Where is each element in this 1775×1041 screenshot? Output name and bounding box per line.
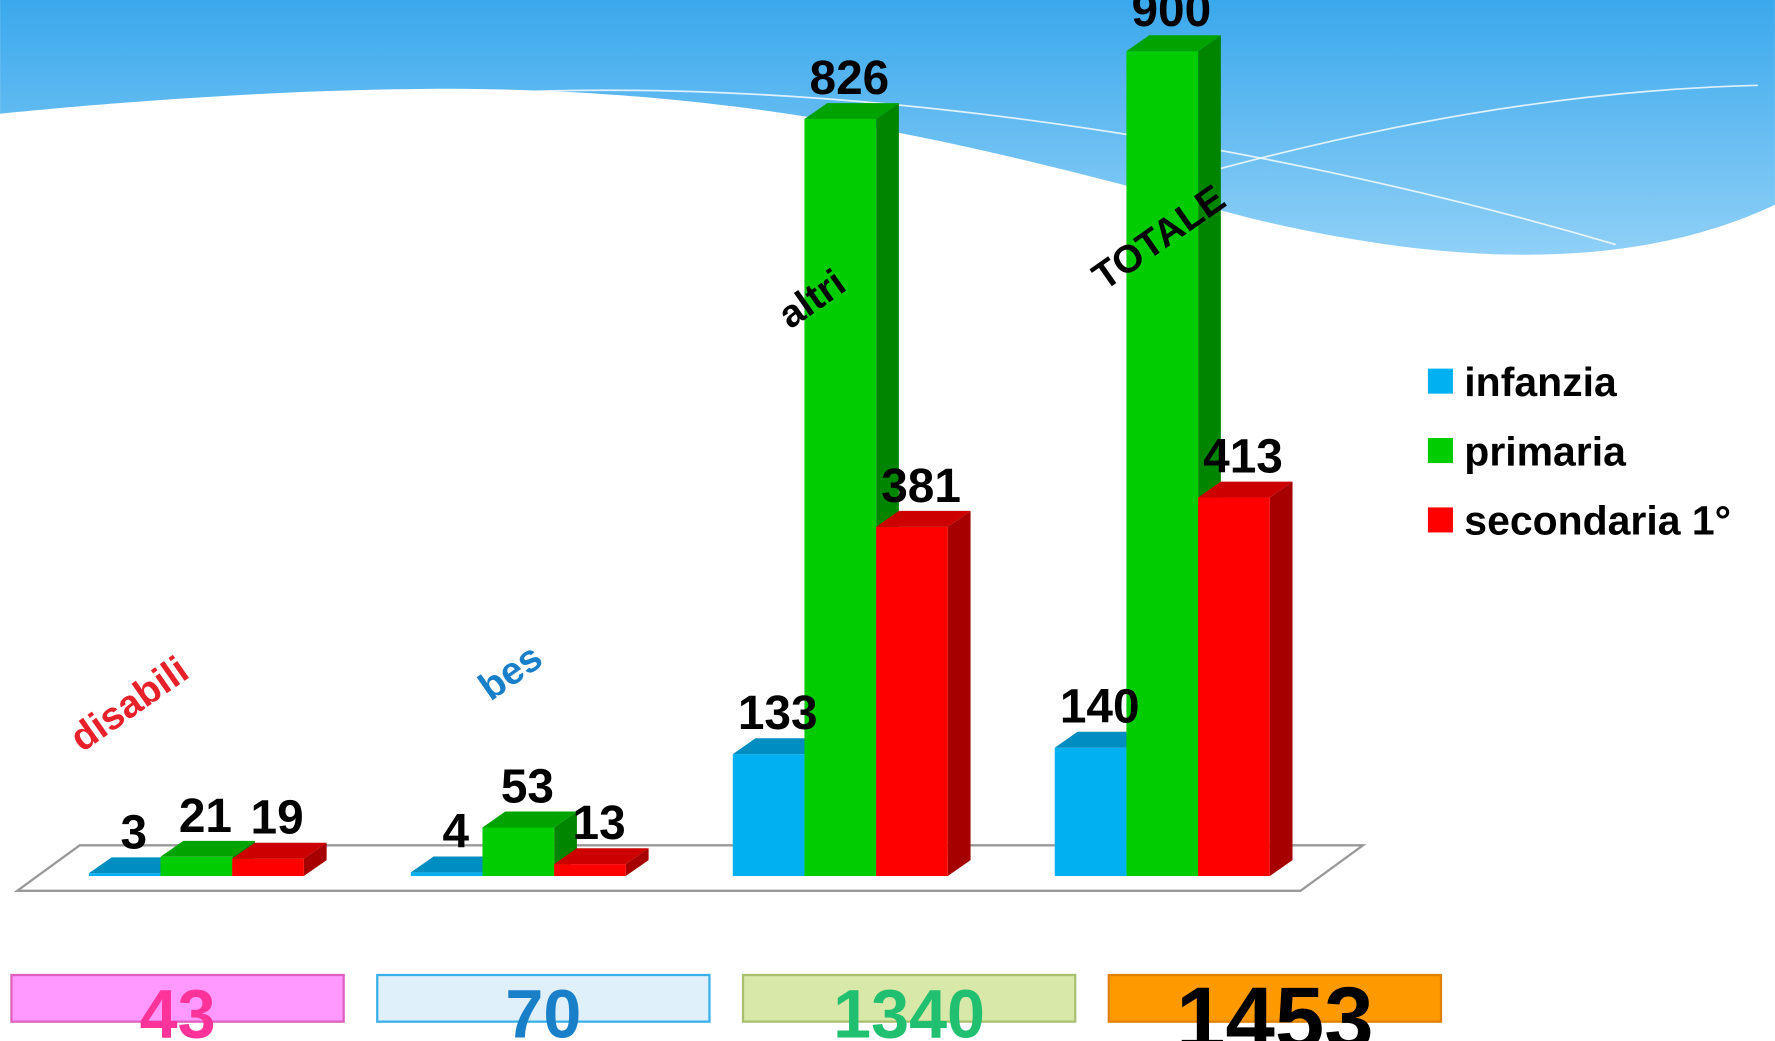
bar-front: [1198, 498, 1270, 877]
value-label: 13: [573, 797, 626, 850]
legend-label: secondaria 1°: [1464, 498, 1731, 544]
bar-front: [876, 527, 948, 876]
value-label: 381: [881, 460, 961, 513]
category-label: disabili: [63, 648, 197, 760]
chart: 3211945313133826381140900413disabilibesa…: [0, 0, 1775, 1041]
bar-front: [411, 872, 483, 876]
value-label: 900: [1132, 0, 1212, 37]
value-label: 140: [1060, 681, 1140, 734]
legend-swatch: [1428, 369, 1453, 394]
bar: [876, 511, 970, 876]
bar-side: [1270, 482, 1293, 876]
bar-front: [232, 859, 304, 876]
total-value: 43: [140, 977, 216, 1041]
bar: [1198, 482, 1292, 876]
value-label: 53: [501, 760, 554, 813]
value-label: 133: [738, 687, 818, 740]
bar-side: [948, 511, 971, 876]
total-value: 70: [505, 977, 581, 1041]
value-label: 826: [810, 52, 890, 105]
bar-front: [161, 857, 233, 876]
bar-front: [1055, 748, 1127, 876]
value-label: 4: [442, 805, 469, 858]
bar-front: [482, 827, 554, 876]
legend-swatch: [1428, 507, 1453, 532]
category-label: bes: [471, 636, 550, 709]
value-label: 19: [251, 792, 304, 845]
value-label: 3: [120, 806, 147, 859]
legend-label: primaria: [1464, 428, 1627, 474]
legend-label: infanzia: [1464, 359, 1618, 405]
bar-front: [554, 864, 626, 876]
value-label: 21: [179, 790, 232, 843]
page: {"chart_data": { "type": "bar3d", "categ…: [0, 0, 1775, 1041]
bar-front: [89, 873, 161, 876]
bar-front: [733, 754, 805, 876]
total-value: 1453: [1176, 969, 1373, 1041]
legend-swatch: [1428, 438, 1453, 463]
bar-front: [804, 119, 876, 876]
total-value: 1340: [833, 977, 985, 1041]
value-label: 413: [1203, 430, 1283, 483]
bar-front: [1126, 51, 1198, 876]
